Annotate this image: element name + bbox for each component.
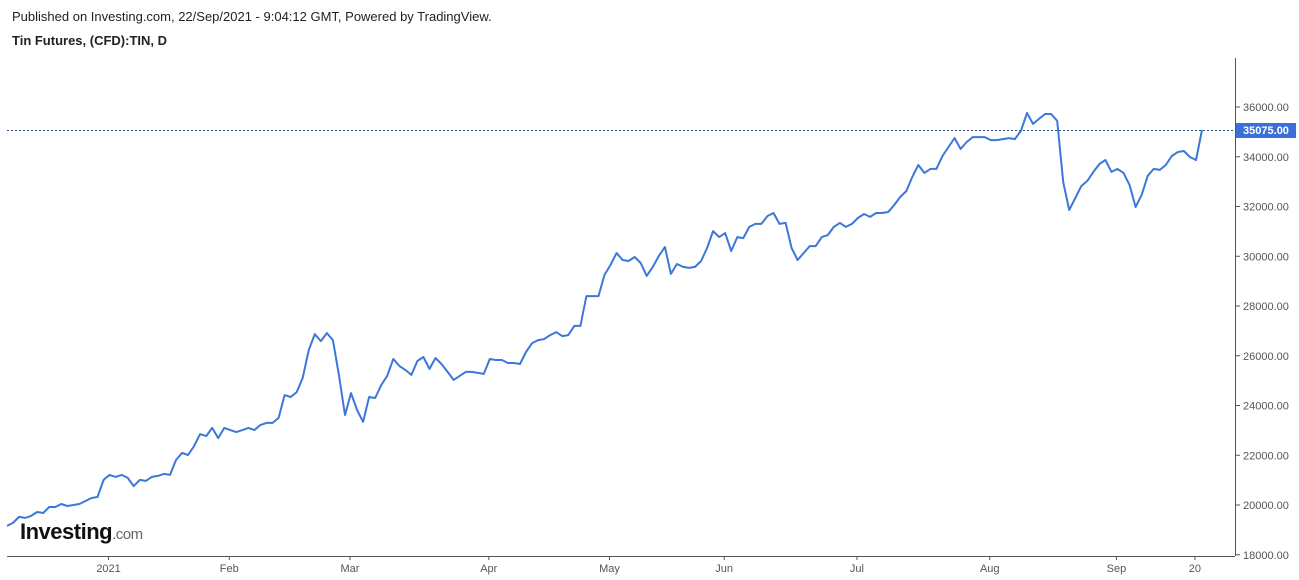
chart-title: Tin Futures, (CFD):TIN, D	[12, 33, 168, 48]
x-tick-label: May	[599, 563, 620, 575]
logo-brand: Investing	[20, 519, 113, 544]
y-tick-label: 28000.00	[1243, 301, 1289, 313]
y-tick-label: 26000.00	[1243, 351, 1289, 363]
y-tick-label: 30000.00	[1243, 251, 1289, 263]
y-tick-label: 36000.00	[1243, 102, 1289, 114]
price-series-line	[6, 112, 1203, 527]
x-tick-label: Aug	[980, 563, 1000, 575]
x-tick-label: Mar	[341, 563, 360, 575]
x-tick-label: Sep	[1107, 563, 1127, 575]
y-tick-label: 32000.00	[1243, 202, 1289, 214]
x-tick-label: Apr	[480, 563, 497, 575]
published-note: Published on Investing.com, 22/Sep/2021 …	[12, 9, 492, 24]
x-axis-ticks: 2021 Feb Mar Apr May Jun Jul Aug Sep 20	[96, 556, 1201, 575]
x-tick-label: 20	[1189, 563, 1201, 575]
x-tick-label: Feb	[220, 563, 239, 575]
y-axis-ticks: 18000.00 20000.00 22000.00 24000.00 26000.00…	[1235, 102, 1289, 562]
x-tick-label: 2021	[96, 563, 120, 575]
y-tick-label: 18000.00	[1243, 550, 1289, 562]
logo-suffix: .com	[112, 526, 143, 543]
y-tick-label: 34000.00	[1243, 152, 1289, 164]
y-tick-label: 24000.00	[1243, 401, 1289, 413]
x-tick-label: Jul	[850, 563, 864, 575]
y-tick-label: 20000.00	[1243, 500, 1289, 512]
last-price-label: 35075.00	[1236, 123, 1296, 139]
last-price-text: 35075.00	[1243, 125, 1289, 137]
investing-logo: Investing.com	[20, 519, 143, 545]
y-tick-label: 22000.00	[1243, 450, 1289, 462]
x-tick-label: Jun	[715, 563, 733, 575]
